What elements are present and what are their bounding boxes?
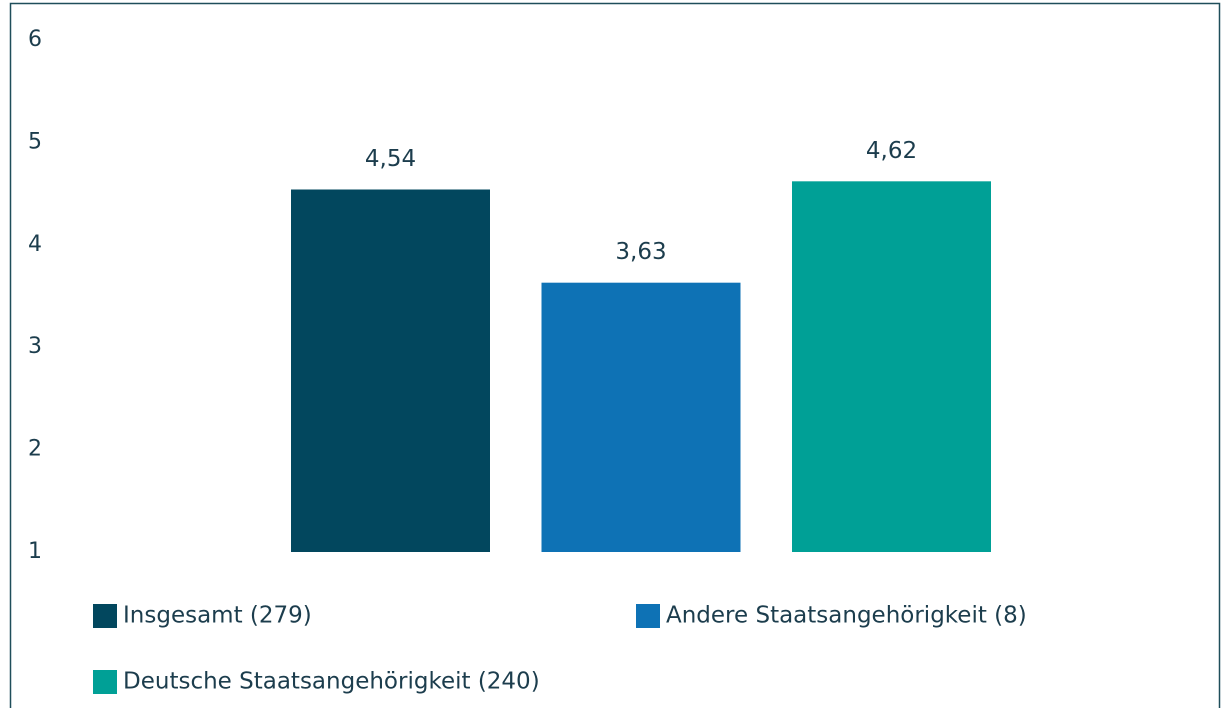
y-tick-label: 4 (28, 232, 42, 257)
legend-swatch (93, 604, 117, 628)
y-tick-label: 5 (28, 129, 42, 154)
value-label: 4,54 (365, 146, 416, 172)
y-tick-label: 1 (28, 539, 42, 564)
chart-frame (9, 2, 1221, 708)
y-tick-label: 6 (28, 27, 42, 52)
value-label: 3,63 (615, 239, 666, 265)
y-tick-label: 3 (28, 334, 42, 359)
bar (541, 282, 741, 552)
legend-swatch (636, 604, 660, 628)
legend-swatch (93, 670, 117, 694)
y-tick-label: 2 (28, 437, 42, 462)
legend-label: Deutsche Staatsangehörigkeit (240) (123, 669, 540, 695)
legend-label: Andere Staatsangehörigkeit (8) (666, 603, 1027, 629)
bar (792, 181, 991, 552)
value-label: 4,62 (866, 138, 917, 164)
bar (291, 189, 490, 552)
legend-label: Insgesamt (279) (123, 603, 312, 629)
